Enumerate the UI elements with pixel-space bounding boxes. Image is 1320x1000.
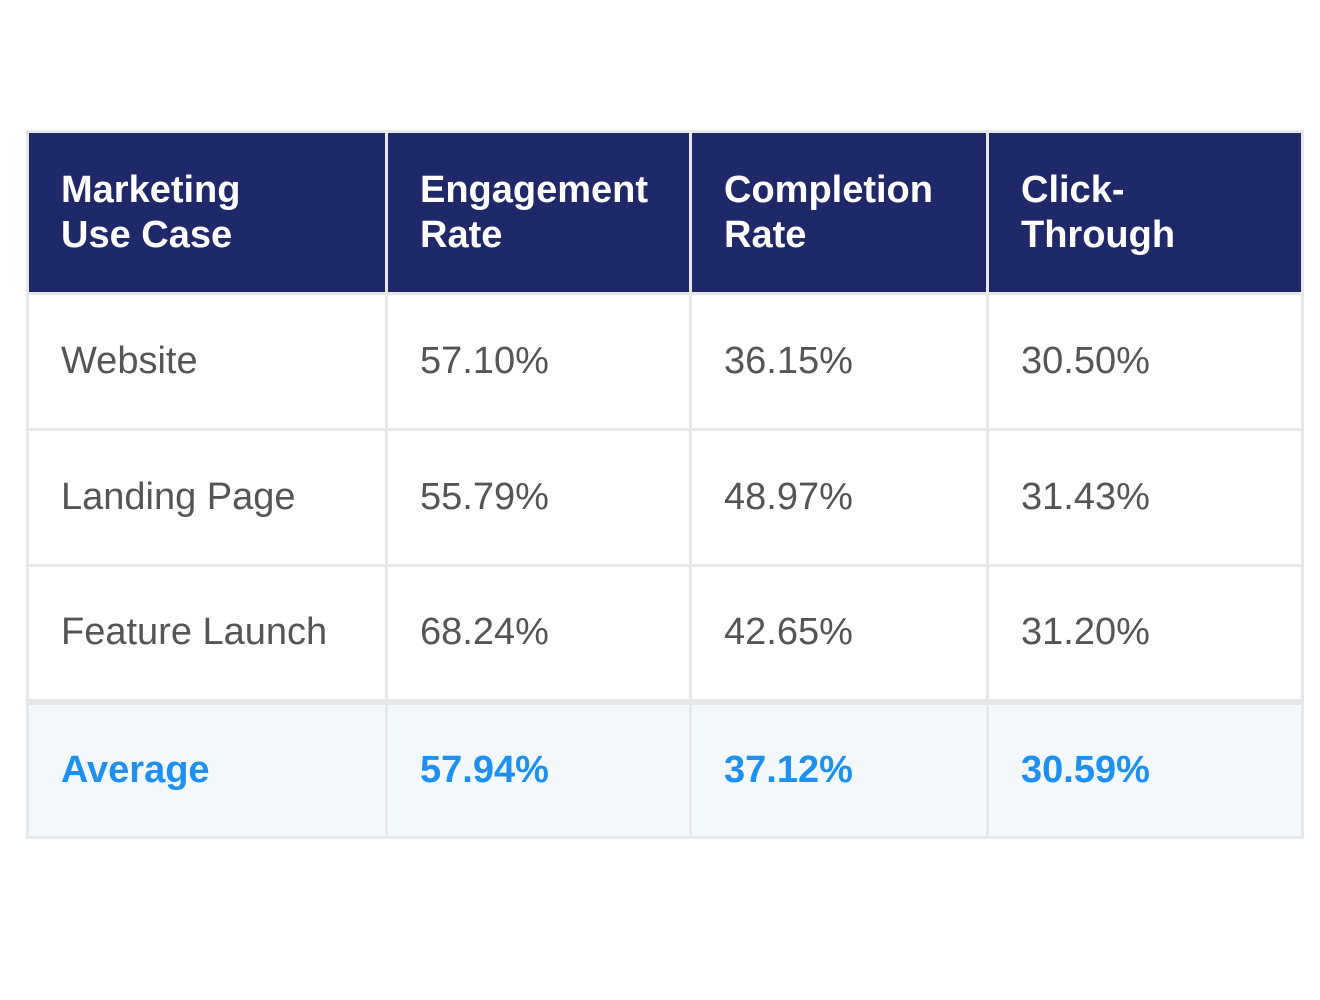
cell-completion: 36.15%	[689, 292, 989, 431]
header-click-through-line2: Through	[1021, 213, 1176, 256]
cell-completion: 48.97%	[689, 428, 989, 567]
table-row: Landing Page 55.79% 48.97% 31.43%	[26, 428, 1304, 567]
cell-click-through: 31.20%	[986, 564, 1304, 703]
header-use-case-line2: Use Case	[61, 213, 233, 256]
header-click-through: Click- Through	[986, 130, 1304, 295]
header-click-through-line1: Click-	[1021, 168, 1125, 211]
average-label: Average	[26, 698, 388, 839]
header-completion-line1: Completion	[724, 168, 933, 211]
average-row: Average 57.94% 37.12% 30.59%	[26, 698, 1304, 839]
average-completion: 37.12%	[689, 698, 989, 839]
table-row: Feature Launch 68.24% 42.65% 31.20%	[26, 564, 1304, 703]
marketing-stats-table: Marketing Use Case Engagement Rate Compl…	[26, 130, 1304, 839]
cell-engagement: 55.79%	[385, 428, 692, 567]
cell-use-case: Landing Page	[26, 428, 388, 567]
header-row: Marketing Use Case Engagement Rate Compl…	[26, 130, 1304, 295]
cell-use-case: Feature Launch	[26, 564, 388, 703]
header-use-case-line1: Marketing	[61, 168, 241, 211]
header-use-case: Marketing Use Case	[26, 130, 388, 295]
cell-completion: 42.65%	[689, 564, 989, 703]
cell-click-through: 31.43%	[986, 428, 1304, 567]
header-engagement-rate: Engagement Rate	[385, 130, 692, 295]
cell-use-case: Website	[26, 292, 388, 431]
stats-table-container: Marketing Use Case Engagement Rate Compl…	[26, 130, 1304, 839]
cell-engagement: 68.24%	[385, 564, 692, 703]
header-engagement-line1: Engagement	[420, 168, 649, 211]
average-engagement: 57.94%	[385, 698, 692, 839]
header-engagement-line2: Rate	[420, 213, 503, 256]
cell-click-through: 30.50%	[986, 292, 1304, 431]
header-completion-line2: Rate	[724, 213, 807, 256]
header-completion-rate: Completion Rate	[689, 130, 989, 295]
table-row: Website 57.10% 36.15% 30.50%	[26, 292, 1304, 431]
cell-engagement: 57.10%	[385, 292, 692, 431]
average-click-through: 30.59%	[986, 698, 1304, 839]
